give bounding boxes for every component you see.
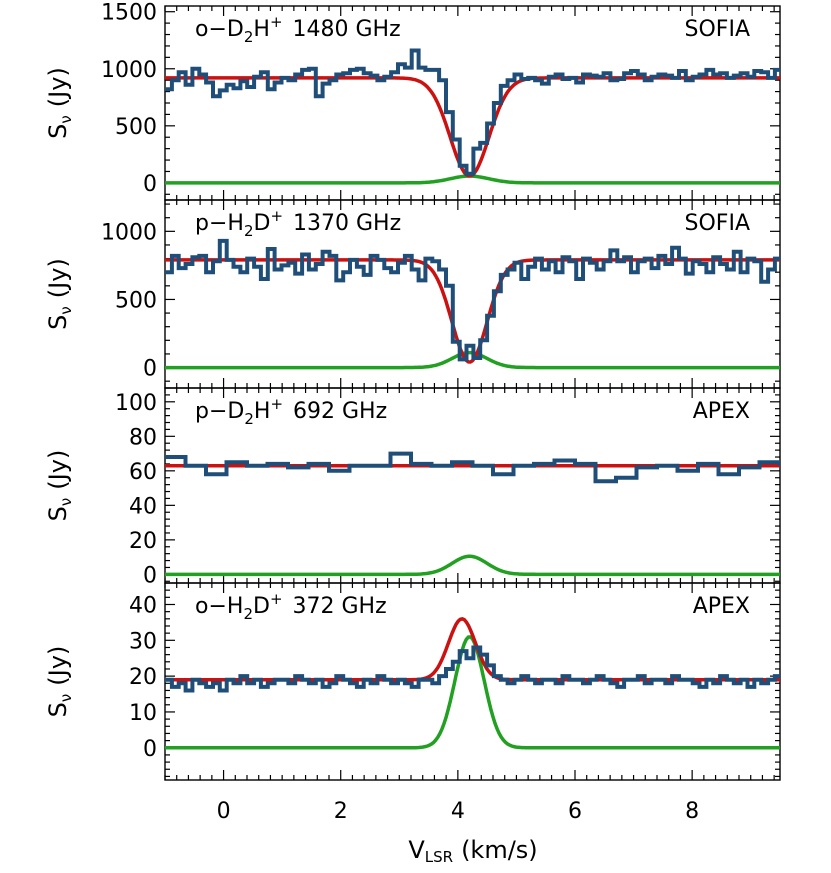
species-label: p−H2D+ 1370 GHz [195, 207, 401, 240]
plot-area [165, 48, 780, 185]
y-tick-label: 0 [143, 737, 157, 762]
panel-1: 0 500 1000 1500 Sν (Jy) o−D2H+ 1480 GHz SOFIA [44, 1, 781, 201]
y-tick-label: 500 [115, 115, 157, 140]
x-axis-label: VLSR (km/s) [408, 836, 537, 866]
y-tick-label: 20 [129, 529, 157, 554]
x-axis-tick-labels: 0 2 4 6 8 [217, 799, 700, 824]
y-tick-label: 0 [143, 357, 157, 382]
y-tick-label: 100 [115, 391, 157, 416]
y-tick-label: 1000 [101, 58, 157, 83]
y-tick-label: 60 [129, 460, 157, 485]
y-tick-label: 20 [129, 665, 157, 690]
species-label: o−D2H+ 1480 GHz [195, 13, 401, 46]
y-tick-label: 1000 [101, 220, 157, 245]
y-axis-label: Sν (Jy) [44, 258, 75, 330]
plot-area [165, 451, 780, 577]
x-tick-label: 6 [568, 799, 582, 824]
y-axis-label: Sν (Jy) [44, 450, 75, 522]
x-tick-label: 4 [451, 799, 465, 824]
y-tick-label: 500 [115, 288, 157, 313]
y-axis-label-sub: ν [57, 694, 75, 702]
x-axis-label-sub: LSR [425, 848, 453, 866]
x-tick-label: 0 [217, 799, 231, 824]
telescope-label: SOFIA [685, 17, 750, 42]
x-axis-label-unit: (km/s) [461, 836, 538, 864]
y-tick-label: 40 [129, 494, 157, 519]
telescope-label: APEX [693, 399, 750, 424]
y-axis-label-main: S [44, 315, 72, 330]
y-axis-label-unit: (Jy) [44, 450, 72, 490]
x-tick-label: 2 [334, 799, 348, 824]
y-axis-label-main: S [44, 506, 72, 521]
plot-area [165, 616, 780, 750]
y-axis-label-unit: (Jy) [44, 646, 72, 686]
x-axis-label-main: V [408, 836, 425, 864]
component-curve [165, 174, 780, 185]
y-tick-label: 30 [129, 629, 157, 654]
y-axis-label: Sν (Jy) [44, 646, 75, 718]
y-axis-label-unit: (Jy) [44, 258, 72, 298]
y-tick-label: 1500 [101, 1, 157, 26]
species-label: o−H2D+ 372 GHz [195, 590, 387, 623]
telescope-label: SOFIA [685, 211, 750, 236]
y-axis-label-main: S [44, 702, 72, 717]
panel-4: 0 10 20 30 40 Sν (Jy) o−H2D+ 372 GHz APEX [44, 582, 781, 781]
y-tick-label: 0 [143, 563, 157, 588]
y-tick-label: 10 [129, 701, 157, 726]
telescope-label: APEX [693, 594, 750, 619]
y-tick-label: 80 [129, 425, 157, 450]
y-tick-label: 0 [143, 172, 157, 197]
y-axis-label-main: S [44, 124, 72, 139]
y-tick-label: 40 [129, 593, 157, 618]
x-tick-label: 8 [685, 799, 699, 824]
species-label: p−D2H+ 692 GHz [195, 395, 387, 428]
panel-2: 0 500 1000 Sν (Jy) p−H2D+ 1370 GHz SOFIA [44, 199, 781, 389]
plot-area [165, 238, 780, 370]
panel-3: 0 20 40 60 80 100 Sν (Jy) p−D2H+ 692 GHz APEX [44, 387, 781, 588]
y-axis-label-unit: (Jy) [44, 67, 72, 107]
observed-spectrum [165, 645, 780, 693]
component-curve [165, 554, 780, 577]
y-axis-label: Sν (Jy) [44, 67, 75, 139]
y-axis-label-sub: ν [57, 498, 75, 506]
y-axis-label-sub: ν [57, 115, 75, 123]
observed-spectrum [165, 238, 780, 362]
observed-spectrum [165, 48, 780, 176]
y-axis-label-sub: ν [57, 306, 75, 314]
observed-spectrum [165, 451, 780, 484]
